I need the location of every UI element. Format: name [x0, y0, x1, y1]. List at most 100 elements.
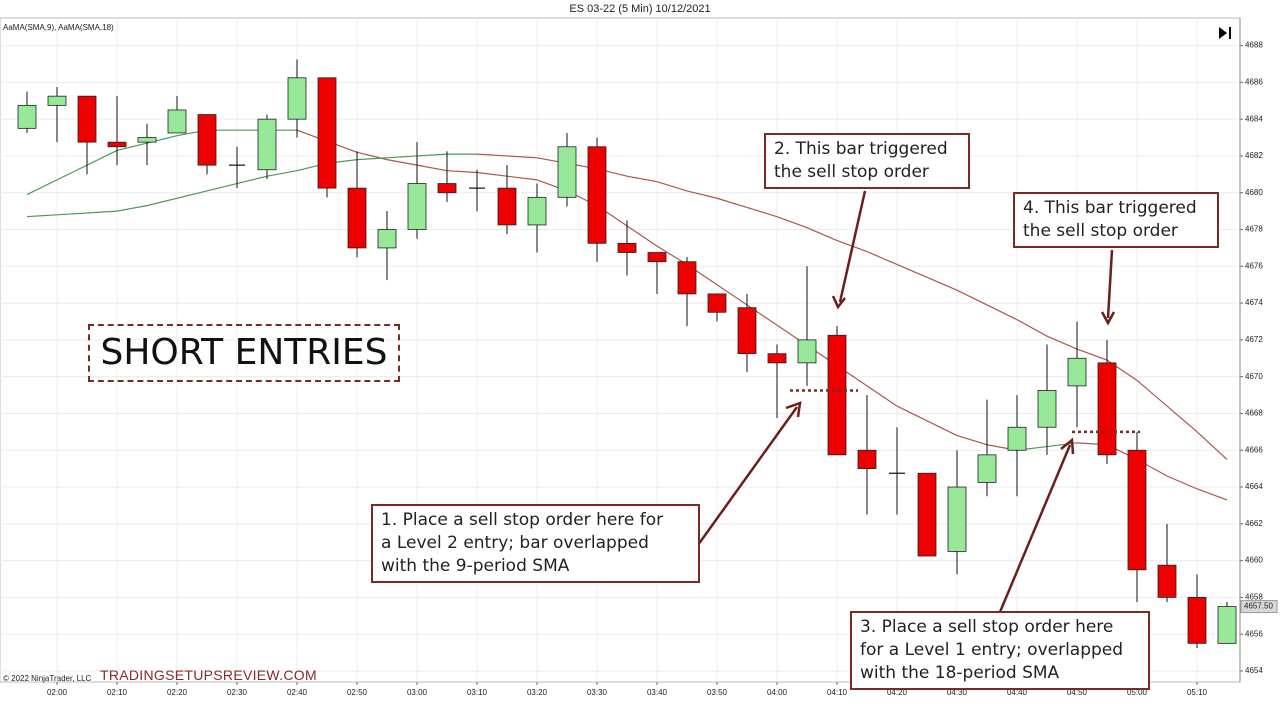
candle-body: [137, 137, 157, 143]
annotation-line: for a Level 1 entry; overlapped: [860, 640, 1124, 660]
ma-line: [926, 420, 958, 437]
ma-line: [746, 206, 778, 218]
candle-body: [17, 104, 37, 129]
boxed-label: SHORT ENTRIES: [88, 324, 400, 382]
annotation-line: 3. Place a sell stop order here: [860, 617, 1114, 637]
annotation-line: 4. This bar triggered: [1023, 198, 1197, 218]
x-tick-label: 02:10: [107, 688, 128, 697]
ma-line: [56, 164, 88, 181]
y-tick-label: 4678: [1245, 225, 1263, 234]
y-tick-label: 4676: [1245, 261, 1263, 270]
ma-line: [986, 304, 1018, 321]
ma-line: [1136, 379, 1168, 407]
last-price-label: 4657.50: [1244, 602, 1273, 611]
y-tick-label: 4660: [1245, 556, 1263, 565]
candle-body: [617, 242, 637, 253]
y-tick-label: 4682: [1245, 151, 1263, 160]
ma-line: [266, 170, 298, 177]
candle-body: [977, 454, 997, 483]
annotation-line: with the 9-period SMA: [381, 556, 570, 576]
x-tick-label: 04:10: [827, 688, 848, 697]
ma-line: [656, 181, 688, 192]
x-tick-label: 04:00: [767, 688, 788, 697]
candle-body: [1007, 426, 1027, 451]
candle-body: [377, 229, 397, 249]
candle-body: [107, 141, 127, 148]
candle-body: [347, 187, 367, 249]
candle-body: [767, 353, 787, 364]
ma-line: [1196, 488, 1228, 501]
x-tick-label: 04:20: [887, 688, 908, 697]
candle-body: [677, 261, 697, 295]
candle-body: [437, 183, 457, 194]
candle-body: [1097, 362, 1117, 456]
ma-line: [446, 170, 478, 174]
candle-body: [587, 146, 607, 244]
ma-line: [716, 197, 748, 209]
ma-line: [26, 214, 58, 218]
candle-body: [1127, 449, 1147, 571]
ma-line: [116, 142, 148, 152]
candle-body: [527, 196, 547, 226]
annotation: 3. Place a sell stop order here for a Le…: [850, 611, 1150, 690]
last-price-tag: [1240, 600, 1278, 614]
end-icon[interactable]: [1219, 27, 1231, 39]
ma-line: [1196, 431, 1228, 460]
ma-line: [506, 175, 538, 181]
candle-body: [857, 449, 877, 470]
x-tick-label: 03:30: [587, 688, 608, 697]
candle-body: [827, 334, 847, 456]
x-tick-label: 05:00: [1127, 688, 1148, 697]
y-tick-label: 4664: [1245, 482, 1263, 491]
y-tick-label: 4686: [1245, 77, 1263, 86]
ma-line: [956, 289, 988, 306]
ma-line: [926, 276, 958, 291]
annotation-line: the sell stop order: [774, 162, 929, 182]
candle-body: [407, 183, 427, 230]
indicator-label: AaMA(SMA,9), AaMA(SMA,18): [3, 23, 114, 32]
x-tick-label: 02:40: [287, 688, 308, 697]
candle-body: [287, 77, 307, 120]
x-tick-label: 03:50: [707, 688, 728, 697]
watermark: TRADINGSETUPSREVIEW.COM: [100, 667, 317, 683]
y-tick-label: 4672: [1245, 335, 1263, 344]
ma-line: [356, 157, 388, 161]
annotation-line: with the 18-period SMA: [860, 663, 1060, 683]
x-tick-label: 04:40: [1007, 688, 1028, 697]
x-tick-label: 04:50: [1067, 688, 1088, 697]
ma-line: [806, 227, 838, 242]
y-tick-label: 4674: [1245, 298, 1263, 307]
y-tick-label: 4666: [1245, 445, 1263, 454]
x-tick-label: 02:50: [347, 688, 368, 697]
ma-line: [1016, 319, 1048, 337]
x-tick-label: 05:10: [1187, 688, 1208, 697]
x-tick-label: 04:30: [947, 688, 968, 697]
ma-line: [866, 251, 898, 266]
ma-line: [86, 210, 118, 214]
y-tick-label: 4670: [1245, 372, 1263, 381]
candle-body: [947, 486, 967, 552]
annotation-line: 2. This bar triggered: [774, 139, 948, 159]
x-tick-label: 03:10: [467, 688, 488, 697]
x-tick-label: 03:20: [527, 688, 548, 697]
ma-line: [1076, 348, 1108, 361]
candle-body: [197, 114, 217, 166]
y-tick-label: 4668: [1245, 409, 1263, 418]
ma-line: [236, 175, 268, 185]
annotation-line: a Level 2 entry; bar overlapped: [381, 533, 649, 553]
candle-body: [707, 293, 727, 313]
chart-title: ES 03-22 (5 Min) 10/12/2021: [569, 3, 710, 15]
x-tick-label: 03:40: [647, 688, 668, 697]
arrows: [696, 190, 1116, 613]
candle-body: [557, 146, 577, 198]
ma-line: [116, 205, 148, 212]
ma-line: [626, 175, 658, 183]
ma-line: [206, 182, 238, 192]
ma-line: [86, 149, 118, 166]
candle-body: [647, 252, 667, 263]
ma-line: [506, 155, 538, 159]
y-tick-label: 4654: [1245, 666, 1263, 675]
ma-line: [866, 385, 898, 407]
annotation: 4. This bar triggered the sell stop orde…: [1013, 192, 1219, 248]
